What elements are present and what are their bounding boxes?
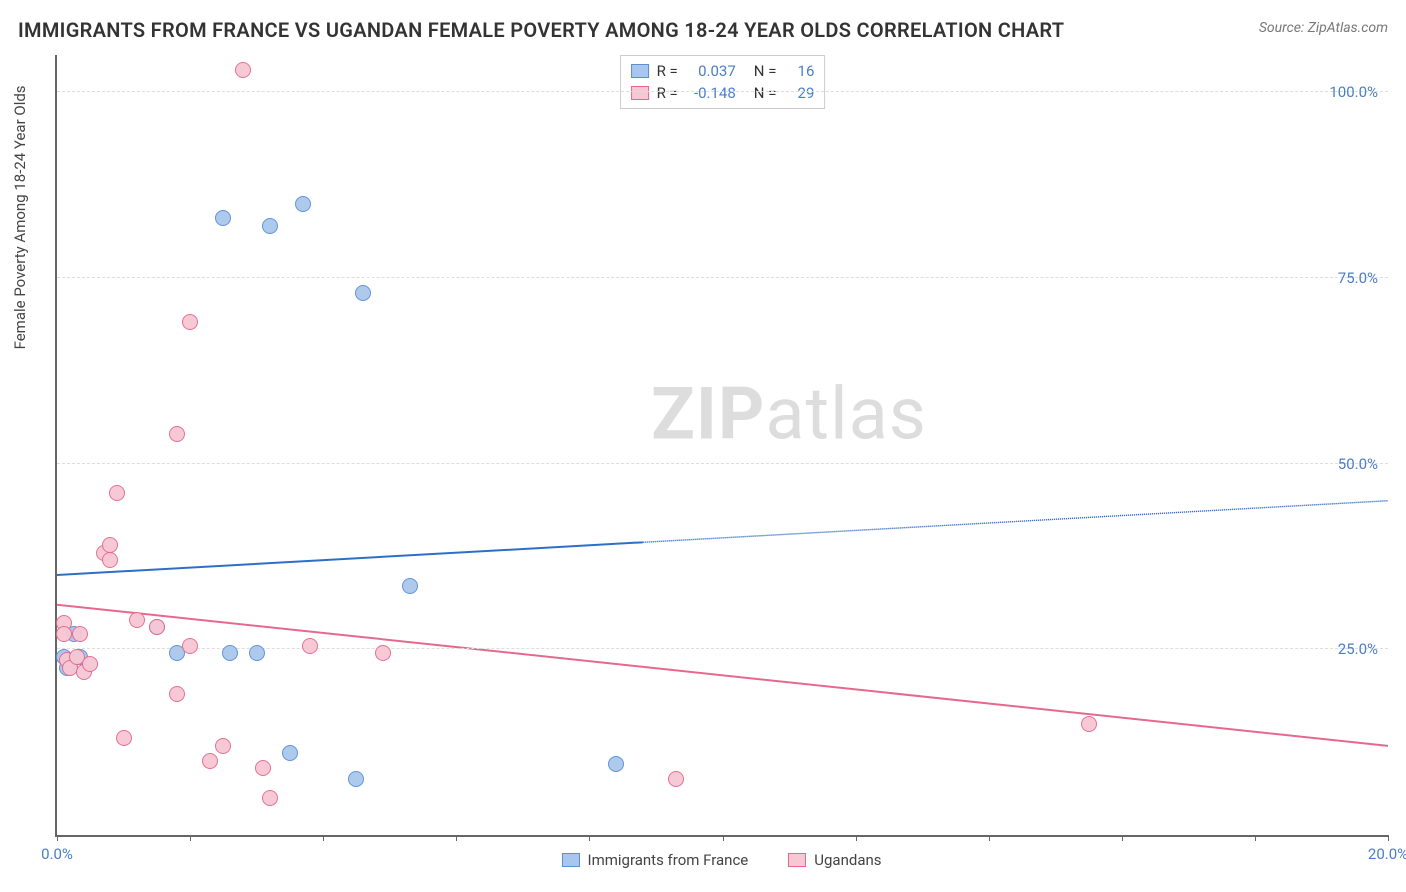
data-point-france: [608, 756, 624, 772]
data-point-uganda: [116, 730, 132, 746]
swatch-uganda: [631, 86, 649, 100]
data-point-uganda: [255, 760, 271, 776]
y-tick-label: 25.0%: [1338, 640, 1378, 658]
data-point-france: [348, 771, 364, 787]
plot-region: ZIPatlas R =0.037N =16R =-0.148N =29 25.…: [55, 55, 1388, 837]
x-tick: [456, 835, 457, 841]
data-point-uganda: [182, 314, 198, 330]
legend-item-france: Immigrants from France: [561, 851, 748, 869]
data-point-uganda: [102, 537, 118, 553]
data-point-uganda: [202, 753, 218, 769]
data-point-uganda: [668, 771, 684, 787]
stats-row-france: R = 0.037 N = 16: [631, 60, 815, 82]
chart-title: IMMIGRANTS FROM FRANCE VS UGANDAN FEMALE…: [18, 18, 1064, 42]
r-value-uganda: -0.148: [686, 82, 736, 104]
data-point-uganda: [169, 686, 185, 702]
y-axis-label: Female Poverty Among 18-24 Year Olds: [11, 85, 29, 349]
data-point-france: [295, 196, 311, 212]
x-tick: [723, 835, 724, 841]
swatch-france: [631, 64, 649, 78]
data-point-uganda: [102, 552, 118, 568]
data-point-uganda: [109, 485, 125, 501]
data-point-uganda: [149, 619, 165, 635]
r-label: R =: [657, 82, 678, 104]
y-tick-label: 100.0%: [1329, 83, 1378, 101]
data-point-uganda: [1081, 716, 1097, 732]
x-tick: [1122, 835, 1123, 841]
trend-line-france: [57, 542, 643, 575]
x-tick: [989, 835, 990, 841]
data-point-france: [402, 578, 418, 594]
x-tick-label: 20.0%: [1368, 845, 1406, 863]
data-point-uganda: [235, 62, 251, 78]
chart-area: ZIPatlas R =0.037N =16R =-0.148N =29 25.…: [55, 55, 1388, 837]
data-point-france: [282, 745, 298, 761]
source-attribution: Source: ZipAtlas.com: [1259, 20, 1388, 36]
legend-swatch-uganda: [788, 853, 806, 867]
gridline-h: [57, 277, 1388, 278]
n-label: N =: [754, 82, 777, 104]
data-point-uganda: [375, 645, 391, 661]
data-point-france: [262, 218, 278, 234]
gridline-h: [57, 463, 1388, 464]
data-point-uganda: [215, 738, 231, 754]
data-point-uganda: [262, 790, 278, 806]
series-legend: Immigrants from France Ugandans: [561, 851, 881, 869]
y-tick-label: 50.0%: [1338, 455, 1378, 473]
legend-label-france: Immigrants from France: [587, 851, 748, 869]
x-tick: [856, 835, 857, 841]
stats-row-uganda: R = -0.148 N = 29: [631, 82, 815, 104]
data-point-uganda: [129, 612, 145, 628]
data-point-france: [249, 645, 265, 661]
r-label: R =: [657, 60, 678, 82]
n-label: N =: [754, 60, 777, 82]
legend-item-uganda: Ugandans: [788, 851, 881, 869]
data-point-uganda: [169, 426, 185, 442]
trend-line-uganda: [57, 605, 1388, 746]
r-value-france: 0.037: [686, 60, 736, 82]
trend-lines-layer: [57, 55, 1388, 835]
x-tick: [1255, 835, 1256, 841]
data-point-uganda: [302, 638, 318, 654]
n-value-uganda: 29: [784, 82, 814, 104]
legend-label-uganda: Ugandans: [814, 851, 881, 869]
data-point-france: [215, 210, 231, 226]
data-point-uganda: [56, 626, 72, 642]
y-tick-label: 75.0%: [1338, 269, 1378, 287]
n-value-france: 16: [784, 60, 814, 82]
x-tick: [589, 835, 590, 841]
x-tick: [1388, 835, 1389, 841]
stats-legend: R = 0.037 N = 16 R = -0.148 N = 29: [620, 55, 826, 109]
x-tick: [190, 835, 191, 841]
data-point-uganda: [72, 626, 88, 642]
gridline-h: [57, 91, 1388, 92]
data-point-uganda: [82, 656, 98, 672]
x-tick: [323, 835, 324, 841]
x-tick: [57, 835, 58, 841]
data-point-france: [355, 285, 371, 301]
trend-line-dashed-france: [643, 501, 1388, 543]
data-point-france: [222, 645, 238, 661]
data-point-uganda: [182, 638, 198, 654]
x-tick-label: 0.0%: [41, 845, 73, 863]
legend-swatch-france: [561, 853, 579, 867]
